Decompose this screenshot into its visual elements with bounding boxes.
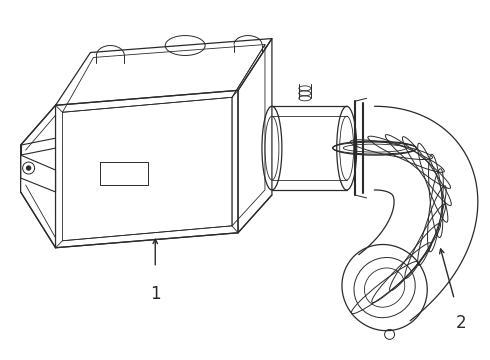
Text: 1: 1 — [150, 285, 161, 303]
Text: 2: 2 — [456, 315, 466, 333]
Circle shape — [26, 166, 30, 170]
